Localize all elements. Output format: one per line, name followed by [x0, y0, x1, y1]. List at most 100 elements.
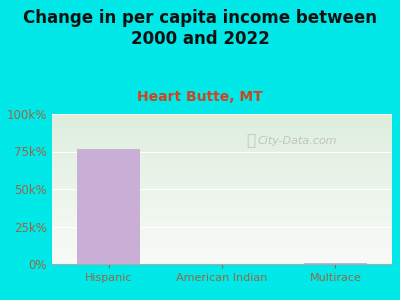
- Bar: [52, 120, 392, 121]
- Bar: [52, 207, 392, 208]
- Bar: [52, 146, 392, 147]
- Bar: [52, 256, 392, 257]
- Bar: [78, 148, 140, 264]
- Bar: [52, 212, 392, 213]
- Bar: [52, 248, 392, 249]
- Bar: [52, 195, 392, 196]
- Bar: [52, 238, 392, 239]
- Bar: [52, 234, 392, 235]
- Bar: [52, 117, 392, 118]
- Bar: [52, 216, 392, 217]
- Bar: [52, 181, 392, 182]
- Bar: [52, 200, 392, 201]
- Bar: [52, 233, 392, 234]
- Bar: [52, 232, 392, 233]
- Bar: [52, 150, 392, 151]
- Bar: [52, 206, 392, 207]
- Bar: [52, 204, 392, 205]
- Bar: [52, 189, 392, 190]
- Bar: [52, 218, 392, 219]
- Bar: [52, 116, 392, 117]
- Bar: [52, 119, 392, 120]
- Bar: [52, 151, 392, 152]
- Text: Change in per capita income between
2000 and 2022: Change in per capita income between 2000…: [23, 9, 377, 48]
- Bar: [52, 160, 392, 161]
- Bar: [52, 130, 392, 131]
- Bar: [52, 198, 392, 199]
- Bar: [52, 159, 392, 160]
- Bar: [52, 147, 392, 148]
- Bar: [52, 170, 392, 171]
- Bar: [52, 209, 392, 210]
- Bar: [52, 188, 392, 189]
- Bar: [52, 258, 392, 259]
- Bar: [52, 252, 392, 253]
- Bar: [52, 169, 392, 170]
- Bar: [52, 131, 392, 132]
- Bar: [52, 230, 392, 231]
- Bar: [52, 228, 392, 229]
- Bar: [52, 172, 392, 173]
- Bar: [52, 135, 392, 136]
- Bar: [52, 173, 392, 174]
- Bar: [52, 154, 392, 155]
- Bar: [52, 236, 392, 237]
- Bar: [52, 239, 392, 240]
- Bar: [52, 259, 392, 260]
- Bar: [52, 202, 392, 203]
- Bar: [52, 201, 392, 202]
- Bar: [52, 242, 392, 243]
- Bar: [52, 237, 392, 238]
- Bar: [52, 140, 392, 141]
- Bar: [52, 134, 392, 135]
- Text: Heart Butte, MT: Heart Butte, MT: [137, 90, 263, 104]
- Bar: [304, 263, 366, 264]
- Bar: [52, 114, 392, 115]
- Bar: [52, 244, 392, 245]
- Bar: [52, 176, 392, 177]
- Bar: [52, 193, 392, 194]
- Bar: [52, 247, 392, 248]
- Bar: [52, 115, 392, 116]
- Bar: [52, 182, 392, 183]
- Bar: [52, 157, 392, 158]
- Bar: [52, 194, 392, 195]
- Bar: [52, 225, 392, 226]
- Bar: [52, 210, 392, 211]
- Bar: [52, 245, 392, 246]
- Bar: [52, 158, 392, 159]
- Bar: [52, 139, 392, 140]
- Bar: [52, 215, 392, 216]
- Bar: [52, 249, 392, 250]
- Bar: [52, 251, 392, 252]
- Bar: [52, 262, 392, 263]
- Bar: [52, 220, 392, 221]
- Bar: [52, 125, 392, 126]
- Bar: [52, 156, 392, 157]
- Bar: [52, 203, 392, 204]
- Bar: [52, 217, 392, 218]
- Bar: [52, 132, 392, 133]
- Bar: [52, 202, 392, 203]
- Bar: [52, 152, 392, 153]
- Bar: [52, 149, 392, 150]
- Bar: [52, 214, 392, 215]
- Bar: [52, 178, 392, 179]
- Bar: [52, 136, 392, 137]
- Bar: [52, 221, 392, 222]
- Bar: [52, 121, 392, 122]
- Bar: [52, 155, 392, 156]
- Bar: [52, 128, 392, 129]
- Bar: [52, 166, 392, 167]
- Bar: [52, 137, 392, 138]
- Bar: [52, 238, 392, 239]
- Bar: [52, 190, 392, 191]
- Bar: [52, 187, 392, 188]
- Bar: [52, 223, 392, 224]
- Bar: [52, 160, 392, 161]
- Bar: [52, 141, 392, 142]
- Bar: [52, 254, 392, 255]
- Bar: [52, 261, 392, 262]
- Bar: [52, 184, 392, 185]
- Bar: [52, 145, 392, 146]
